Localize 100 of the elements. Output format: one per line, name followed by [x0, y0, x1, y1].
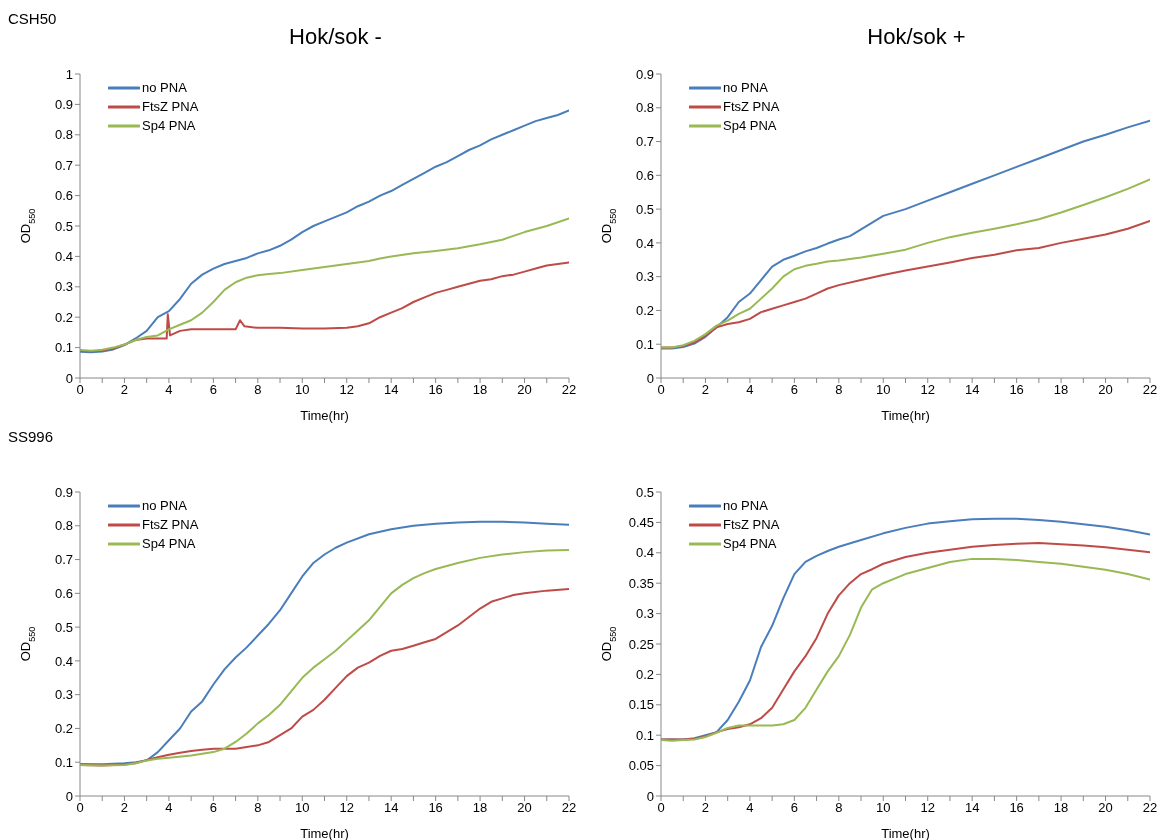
- legend-label: no PNA: [723, 497, 768, 515]
- y-tick-label: 0.2: [635, 303, 654, 319]
- x-tick-label: 22: [1142, 382, 1158, 398]
- x-tick-label: 20: [1098, 800, 1113, 816]
- legend-label: FtsZ PNA: [723, 98, 780, 116]
- y-tick-label: 0.4: [54, 653, 73, 669]
- x-tick-label: 2: [120, 382, 129, 398]
- x-tick-label: 10: [295, 800, 310, 816]
- y-tick-label: 0: [646, 788, 654, 804]
- legend-label: FtsZ PNA: [142, 98, 199, 116]
- x-tick-label: 14: [964, 800, 980, 816]
- y-tick-label: 0.9: [54, 484, 73, 500]
- y-tick-label: 0.35: [628, 575, 654, 591]
- legend-label: Sp4 PNA: [723, 117, 777, 135]
- x-tick-label: 10: [876, 382, 891, 398]
- y-tick-label: 0.9: [635, 66, 654, 82]
- y-tick-label: 0.2: [635, 667, 654, 683]
- x-tick-label: 14: [964, 382, 980, 398]
- y-tick-label: 0.5: [635, 201, 654, 217]
- chart-title: Hok/sok +: [866, 24, 967, 50]
- x-tick-label: 18: [472, 382, 488, 398]
- x-tick-label: 12: [339, 800, 354, 816]
- y-tick-label: 0.45: [628, 515, 654, 531]
- x-tick-label: 16: [1009, 800, 1024, 816]
- x-tick-label: 4: [165, 382, 173, 398]
- x-tick-label: 20: [517, 382, 532, 398]
- y-tick-label: 0.1: [54, 754, 73, 770]
- y-tick-label: 0.7: [635, 134, 654, 150]
- x-tick-label: 22: [561, 382, 577, 398]
- y-tick-label: 0.15: [628, 697, 654, 713]
- x-tick-label: 0: [76, 800, 84, 816]
- y-tick-label: 0.4: [54, 249, 73, 265]
- x-tick-label: 0: [76, 382, 84, 398]
- x-tick-label: 16: [428, 382, 443, 398]
- x-tick-label: 12: [339, 382, 354, 398]
- x-tick-label: 12: [920, 382, 935, 398]
- y-tick-label: 0.5: [54, 218, 73, 234]
- x-tick-label: 20: [517, 800, 532, 816]
- legend-label: Sp4 PNA: [723, 535, 777, 553]
- legend-label: Sp4 PNA: [142, 535, 196, 553]
- x-tick-label: 4: [165, 800, 173, 816]
- line-series: [80, 109, 569, 354]
- line-series: [80, 217, 569, 352]
- y-tick-label: 0.1: [635, 727, 654, 743]
- y-tick-label: 0.5: [54, 619, 73, 635]
- y-tick-label: 0.3: [635, 606, 654, 622]
- x-tick-label: 20: [1098, 382, 1113, 398]
- text: SS996: [8, 428, 54, 445]
- y-tick-label: 0.2: [54, 309, 73, 325]
- x-tick-label: 6: [209, 800, 217, 816]
- x-tick-label: 8: [835, 800, 843, 816]
- x-tick-label: 6: [209, 382, 217, 398]
- y-tick-label: 0.9: [54, 97, 73, 113]
- x-tick-label: 10: [876, 800, 891, 816]
- y-tick-label: 1: [65, 66, 73, 82]
- legend-label: Sp4 PNA: [142, 117, 196, 135]
- y-tick-label: 0.8: [54, 127, 73, 143]
- x-tick-label: 12: [920, 800, 935, 816]
- legend-label: FtsZ PNA: [142, 516, 199, 534]
- y-tick-label: 0: [646, 370, 654, 386]
- x-tick-label: 18: [472, 800, 488, 816]
- y-tick-label: 0: [65, 788, 73, 804]
- y-tick-label: 0.6: [635, 167, 654, 183]
- x-tick-label: 8: [254, 800, 262, 816]
- x-tick-label: 22: [561, 800, 577, 816]
- y-tick-label: 0.6: [54, 188, 73, 204]
- x-tick-label: 18: [1053, 382, 1069, 398]
- x-tick-label: 6: [790, 800, 798, 816]
- x-tick-label: 2: [120, 800, 129, 816]
- y-tick-label: 0.1: [54, 340, 73, 356]
- y-tick-label: 0.25: [628, 636, 654, 652]
- line-series: [80, 261, 569, 353]
- x-axis-title: Time(hr): [300, 826, 349, 840]
- x-tick-label: 8: [254, 382, 262, 398]
- y-tick-label: 0.4: [635, 235, 654, 251]
- line-series: [661, 178, 1150, 349]
- x-tick-label: 16: [428, 800, 443, 816]
- x-tick-label: 2: [701, 800, 710, 816]
- x-tick-label: 4: [746, 800, 754, 816]
- legend-label: no PNA: [142, 497, 187, 515]
- y-tick-label: 0.8: [54, 518, 73, 534]
- y-tick-label: 0.5: [635, 484, 654, 500]
- x-tick-label: 6: [790, 382, 798, 398]
- y-tick-label: 0.3: [54, 687, 73, 703]
- x-tick-label: 18: [1053, 800, 1069, 816]
- y-tick-label: 0.7: [54, 552, 73, 568]
- x-tick-label: 22: [1142, 800, 1158, 816]
- y-tick-label: 0.1: [635, 336, 654, 352]
- x-tick-label: 2: [701, 382, 710, 398]
- line-series: [661, 119, 1150, 350]
- y-tick-label: 0.4: [635, 545, 654, 561]
- y-tick-label: 0.3: [54, 279, 73, 295]
- chart-title: Hok/sok -: [288, 24, 383, 50]
- y-tick-label: 0.05: [628, 758, 654, 774]
- x-tick-label: 8: [835, 382, 843, 398]
- x-tick-label: 10: [295, 382, 310, 398]
- x-axis-title: Time(hr): [300, 408, 349, 423]
- x-tick-label: 0: [657, 800, 665, 816]
- y-tick-label: 0.6: [54, 585, 73, 601]
- y-tick-label: 0: [65, 370, 73, 386]
